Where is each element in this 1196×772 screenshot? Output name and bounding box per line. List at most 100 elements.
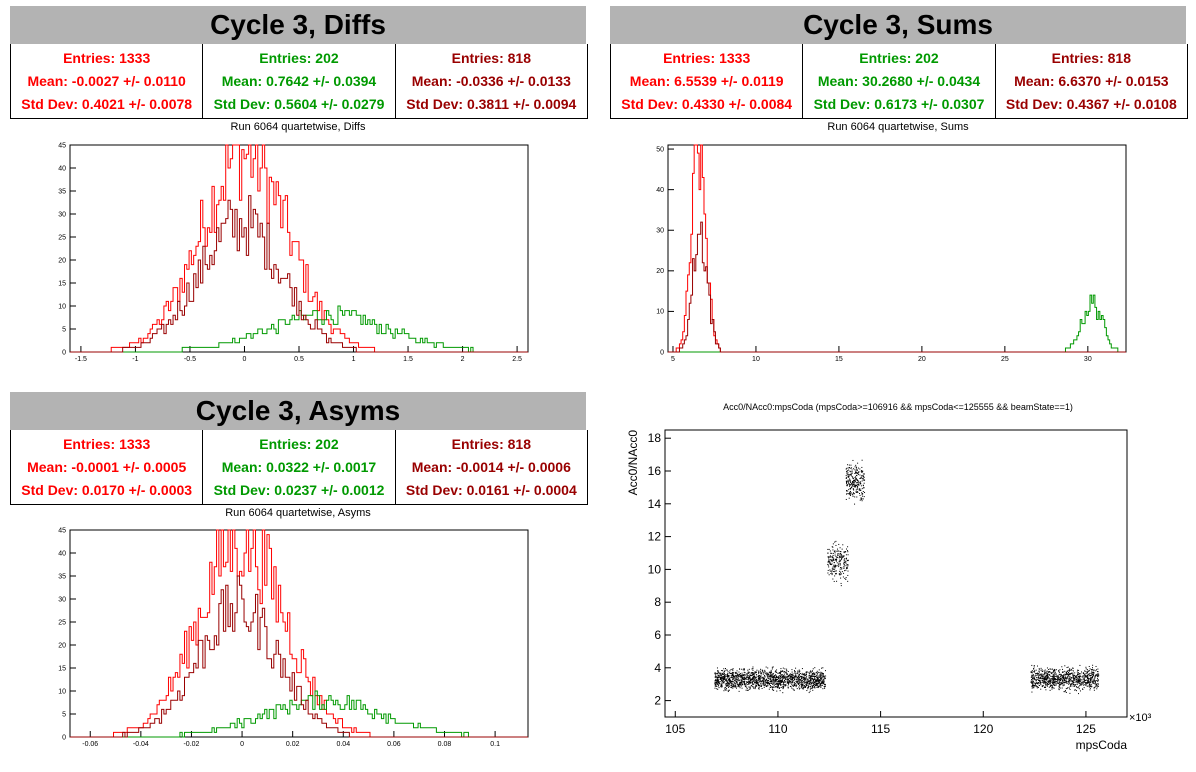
scatter-point: [1078, 686, 1080, 688]
scatter-point: [852, 483, 854, 485]
scatter-point: [1093, 678, 1095, 680]
scatter-point: [1074, 679, 1076, 681]
scatter-point: [758, 680, 760, 682]
scatter-point: [1031, 675, 1033, 677]
scatter-point: [729, 678, 731, 680]
scatter-point: [727, 673, 729, 675]
scatter-point: [807, 681, 809, 683]
scatter-point: [732, 668, 734, 670]
x-tick-label: -0.5: [184, 356, 196, 363]
scatter-point: [754, 671, 756, 673]
scatter-point: [761, 677, 763, 679]
scatter-point: [773, 677, 775, 679]
scatter-point: [1058, 677, 1060, 679]
scatter-point: [1057, 675, 1059, 677]
scatter-point: [726, 675, 728, 677]
scatter-point: [859, 481, 861, 483]
scatter-point: [845, 498, 847, 500]
scatter-point: [789, 673, 791, 675]
scatter-point: [829, 550, 831, 552]
scatter-point: [822, 667, 824, 669]
scatter-point: [841, 548, 843, 550]
scatter-point: [856, 496, 858, 498]
y-tick-label: 10: [656, 309, 664, 316]
scatter-point: [805, 685, 807, 687]
scatter-point: [1063, 679, 1065, 681]
scatter-point: [804, 686, 806, 688]
scatter-point: [1090, 669, 1092, 671]
scatter-point: [1046, 684, 1048, 686]
scatter-point: [718, 682, 720, 684]
scatter-point: [1067, 681, 1069, 683]
scatter-point: [1091, 677, 1093, 679]
scatter-point: [850, 473, 852, 475]
scatter-point: [755, 671, 757, 673]
histogram-series: [70, 144, 528, 353]
scatter-point: [1066, 674, 1068, 676]
scatter-point: [816, 684, 818, 686]
scatter-point: [811, 675, 813, 677]
scatter-point: [835, 560, 837, 562]
scatter-point: [791, 676, 793, 678]
scatter-point: [809, 679, 811, 681]
scatter-point: [1076, 683, 1078, 685]
scatter-point: [770, 679, 772, 681]
scatter-point: [732, 671, 734, 673]
scatter-point: [807, 679, 809, 681]
scatter-point: [1078, 678, 1080, 680]
scatter-point: [1089, 680, 1091, 682]
scatter-point: [848, 469, 850, 471]
scatter-point: [1038, 670, 1040, 672]
scatter-point: [752, 669, 754, 671]
scatter-point: [721, 670, 723, 672]
scatter-point: [1031, 664, 1033, 666]
scatter-point: [851, 493, 853, 495]
scatter-point: [1032, 687, 1034, 689]
y-tick-label: 20: [58, 642, 66, 649]
scatter-point: [769, 673, 771, 675]
scatter-point: [1061, 683, 1063, 685]
scatter-point: [714, 685, 716, 687]
scatter-point: [1077, 677, 1079, 679]
entries-label: Entries: 818: [1051, 49, 1131, 66]
scatter-point: [820, 686, 822, 688]
scatter-point: [817, 682, 819, 684]
scatter-point: [1047, 681, 1049, 683]
scatter-point: [765, 682, 767, 684]
scatter-point: [724, 678, 726, 680]
scatter-point: [1041, 670, 1043, 672]
scatter-point: [846, 566, 848, 568]
scatter-point: [1095, 679, 1097, 681]
scatter-point: [776, 680, 778, 682]
scatter-point: [847, 565, 849, 567]
scatter-point: [807, 682, 809, 684]
scatter-point: [842, 576, 844, 578]
scatter-point: [815, 682, 817, 684]
scatter-point: [1053, 684, 1055, 686]
scatter-point: [1085, 666, 1087, 668]
scatter-point: [714, 673, 716, 675]
scatter-point: [837, 555, 839, 557]
scatter-point: [1090, 677, 1092, 679]
scatter-point: [825, 675, 827, 677]
scatter-point: [1079, 690, 1081, 692]
scatter-point: [857, 486, 859, 488]
scatter-point: [737, 676, 739, 678]
scatter-point: [1085, 668, 1087, 670]
scatter-point: [846, 482, 848, 484]
scatter-point: [1043, 678, 1045, 680]
scatter-point: [1096, 688, 1098, 690]
scatter-point: [836, 565, 838, 567]
entries-label: Entries: 1333: [663, 49, 751, 66]
scatter-point: [792, 673, 794, 675]
scatter-point: [1049, 684, 1051, 686]
scatter-point: [854, 471, 856, 473]
scatter-point: [1064, 665, 1066, 667]
scatter-point: [726, 681, 728, 683]
scatter-point: [840, 555, 842, 557]
scatter-point: [824, 677, 826, 679]
scatter-point: [1080, 683, 1082, 685]
scatter-point: [1045, 675, 1047, 677]
scatter-point: [835, 570, 837, 572]
scatter-point: [816, 676, 818, 678]
